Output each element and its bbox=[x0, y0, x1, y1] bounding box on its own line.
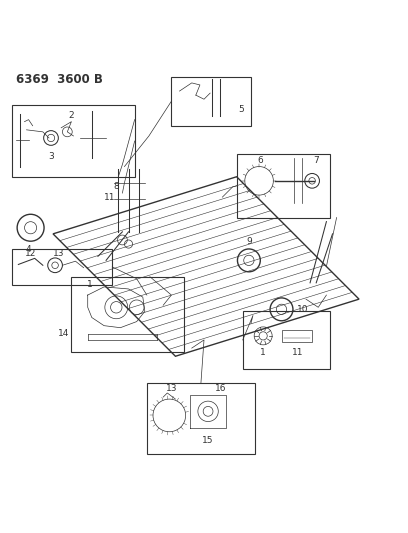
Text: 1: 1 bbox=[87, 280, 93, 289]
Text: 12: 12 bbox=[25, 248, 36, 257]
Text: 3: 3 bbox=[48, 152, 54, 161]
Text: 16: 16 bbox=[215, 384, 226, 393]
Text: 2: 2 bbox=[69, 111, 74, 120]
Text: 11: 11 bbox=[104, 192, 116, 201]
Bar bbox=[71, 277, 184, 352]
Text: 10: 10 bbox=[297, 305, 308, 314]
Text: 5: 5 bbox=[238, 105, 244, 114]
Bar bbox=[282, 330, 312, 342]
Text: 6369  3600 B: 6369 3600 B bbox=[16, 72, 103, 86]
Text: 13: 13 bbox=[53, 248, 65, 257]
Text: 1: 1 bbox=[260, 348, 266, 357]
Text: 14: 14 bbox=[58, 329, 69, 338]
Text: 4: 4 bbox=[26, 245, 31, 254]
Bar bbox=[12, 249, 112, 285]
Bar bbox=[243, 311, 330, 368]
Text: 13: 13 bbox=[166, 384, 177, 393]
Bar bbox=[147, 383, 255, 454]
Text: 8: 8 bbox=[113, 182, 119, 191]
Text: 6: 6 bbox=[257, 156, 263, 165]
Bar bbox=[171, 77, 251, 126]
Bar bbox=[237, 154, 330, 217]
Bar bbox=[12, 106, 135, 177]
Text: 15: 15 bbox=[202, 436, 214, 445]
Text: 7: 7 bbox=[313, 156, 319, 165]
Text: 9: 9 bbox=[246, 237, 252, 246]
Text: 11: 11 bbox=[292, 348, 304, 357]
